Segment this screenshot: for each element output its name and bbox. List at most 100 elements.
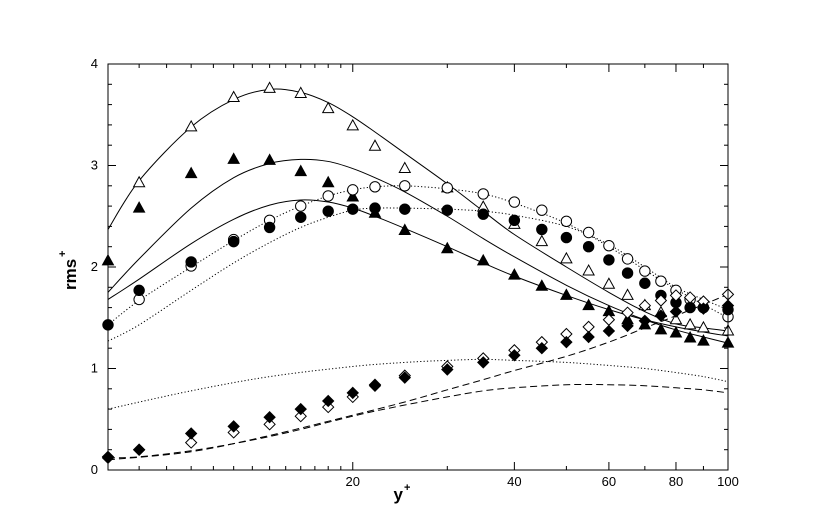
filled-triangle-marker	[132, 201, 146, 213]
series-line-8-dashed	[107, 293, 729, 461]
open-circle-marker	[508, 196, 521, 208]
filled-diamond-marker	[654, 309, 668, 322]
open-triangle-marker	[368, 139, 382, 151]
open-triangle-marker	[602, 277, 616, 289]
series-line-7-dashed	[107, 383, 729, 459]
filled-triangle-marker	[669, 325, 683, 338]
y-tick-label: 0	[91, 462, 98, 477]
open-circle-marker	[295, 200, 307, 212]
curve-layer	[107, 88, 729, 461]
open-diamond-marker	[294, 409, 307, 423]
filled-circle-marker	[322, 205, 334, 217]
filled-circle-marker	[621, 267, 634, 279]
filled-circle-marker	[133, 284, 145, 297]
filled-diamond-marker	[669, 305, 683, 318]
open-diamond-marker	[683, 291, 697, 304]
filled-diamond-marker	[294, 402, 307, 416]
open-triangle-marker	[398, 161, 412, 174]
filled-circle-marker	[536, 223, 548, 236]
filled-triangle-marker	[294, 164, 308, 177]
filled-diamond-marker	[582, 330, 595, 344]
filled-circle-marker	[477, 208, 489, 220]
open-circle-marker	[639, 265, 651, 277]
filled-diamond-marker	[535, 341, 549, 355]
filled-triangle-marker	[398, 223, 412, 235]
filled-circle-marker	[185, 256, 197, 268]
y-axis-label-superscript: +	[57, 251, 69, 257]
open-triangle-marker	[227, 90, 241, 102]
open-diamond-marker	[669, 289, 683, 302]
filled-circle-marker	[369, 202, 381, 214]
y-tick-label: 2	[91, 259, 98, 274]
filled-triangle-marker	[440, 241, 454, 254]
filled-circle-marker	[603, 254, 615, 266]
filled-diamond-marker	[132, 443, 146, 456]
open-circle-marker	[441, 182, 453, 194]
open-triangle-marker	[535, 234, 549, 247]
open-circle-marker	[322, 190, 334, 202]
x-tick-label: 40	[507, 474, 521, 489]
open-triangle-marker	[621, 288, 634, 300]
filled-circle-marker	[441, 204, 453, 216]
filled-triangle-marker	[184, 166, 198, 179]
open-circle-marker	[477, 188, 489, 200]
filled-diamond-marker	[602, 324, 616, 338]
open-circle-marker	[369, 181, 381, 193]
filled-triangle-marker	[582, 298, 595, 311]
open-triangle-marker	[321, 101, 335, 114]
open-circle-marker	[655, 275, 667, 287]
filled-diamond-marker	[184, 427, 198, 440]
y-axis-label: rms	[61, 259, 80, 290]
open-circle-marker	[347, 184, 359, 196]
open-triangle-marker	[669, 312, 683, 325]
filled-diamond-marker	[621, 319, 634, 333]
y-axis-title: rms +	[57, 251, 80, 290]
filled-diamond-marker	[508, 349, 521, 362]
series-line-5-dotted	[107, 207, 729, 342]
x-tick-label: 20	[346, 474, 360, 489]
x-tick-label: 100	[717, 474, 739, 489]
open-triangle-marker	[683, 317, 697, 330]
filled-diamond-marker	[638, 314, 652, 328]
open-circle-marker	[536, 204, 548, 216]
filled-triangle-marker	[560, 288, 573, 300]
filled-diamond-marker	[441, 363, 454, 376]
x-tick-label: 80	[669, 474, 683, 489]
filled-triangle-marker	[654, 322, 668, 335]
filled-triangle-marker	[535, 279, 549, 291]
open-diamond-marker	[638, 299, 652, 312]
open-diamond-marker	[184, 436, 198, 449]
filled-circle-marker	[263, 221, 276, 234]
filled-diamond-marker	[477, 356, 490, 369]
filled-circle-marker	[295, 211, 307, 223]
open-circle-marker	[603, 239, 615, 252]
series-line-3-solid	[107, 199, 729, 337]
open-triangle-marker	[132, 175, 146, 188]
filled-triangle-marker	[263, 153, 276, 165]
filled-diamond-marker	[697, 302, 710, 315]
filled-diamond-marker	[368, 378, 382, 391]
filled-triangle-marker	[697, 334, 710, 346]
open-triangle-marker	[294, 86, 308, 98]
open-triangle-marker	[560, 251, 573, 264]
filled-diamond-marker	[321, 394, 335, 408]
open-diamond-marker	[263, 418, 276, 431]
filled-circle-marker	[227, 235, 240, 248]
series-line-6-dotted	[107, 358, 729, 410]
open-triangle-marker	[184, 119, 198, 132]
filled-triangle-marker	[476, 253, 490, 266]
axes-layer: 0 1 2 3 4 20 40 60 80 100	[91, 56, 739, 489]
y-tick-label: 4	[91, 56, 98, 71]
filled-diamond-marker	[227, 420, 240, 433]
marker-layer	[101, 81, 735, 465]
x-axis-label-superscript: +	[404, 482, 410, 494]
open-triangle-marker	[346, 118, 360, 131]
filled-circle-marker	[582, 241, 595, 253]
filled-circle-marker	[508, 214, 521, 227]
open-diamond-marker	[621, 306, 634, 319]
filled-diamond-marker	[263, 411, 276, 424]
open-diamond-marker	[582, 320, 595, 334]
filled-diamond-marker	[398, 371, 411, 384]
plot-area-frame	[107, 63, 729, 471]
